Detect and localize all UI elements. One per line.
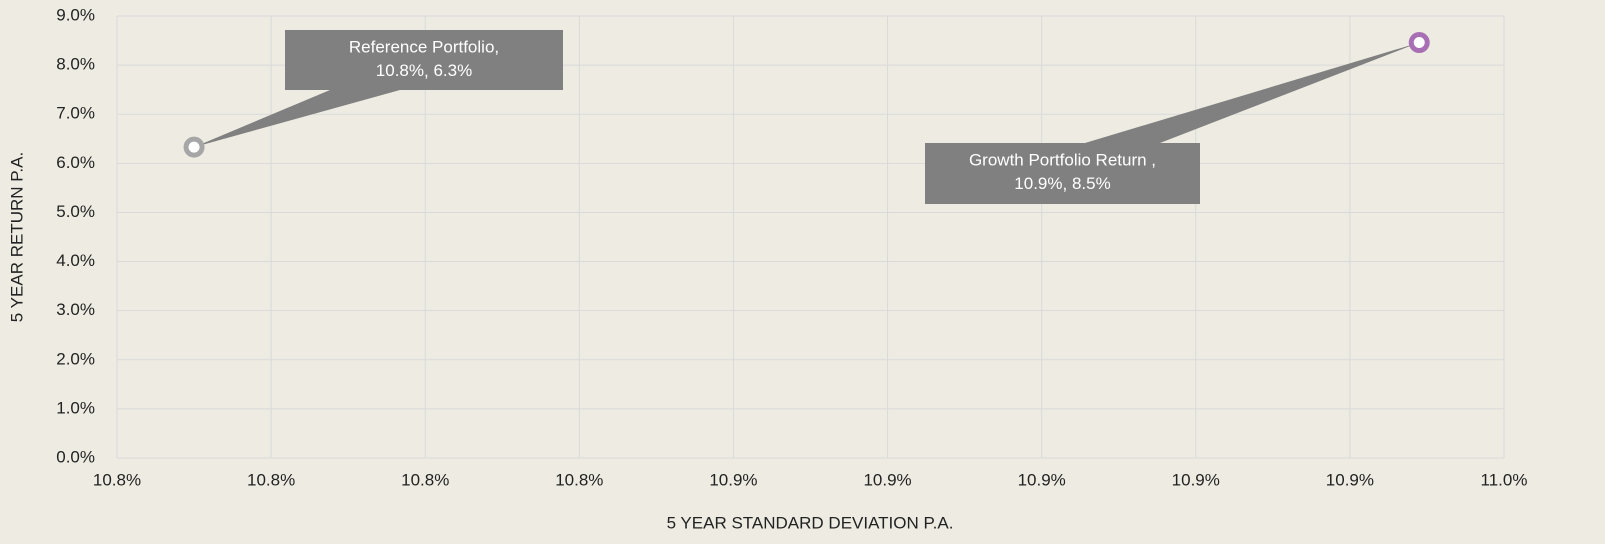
y-tick-label: 2.0% (56, 349, 95, 368)
callout-pointer (1085, 42, 1420, 143)
x-tick-label: 10.9% (1172, 470, 1220, 489)
point (1408, 32, 1430, 54)
data-label-y: 8.5% (1072, 174, 1111, 193)
x-tick-label: 10.9% (1326, 470, 1374, 489)
data-label-values: 10.8%, 6.3% (376, 61, 472, 80)
x-tick-label: 10.8% (555, 470, 603, 489)
x-tick-label: 10.8% (247, 470, 295, 489)
x-tick-label: 11.0% (1481, 470, 1528, 489)
y-tick-label: 6.0% (56, 153, 95, 172)
data-label-name: Reference Portfolio, (349, 37, 499, 56)
y-tick-label: 0.0% (56, 447, 95, 466)
x-tick-label: 10.8% (93, 470, 141, 489)
callout-pointer (194, 90, 400, 148)
y-tick-label: 5.0% (56, 202, 95, 221)
data-label-y: 6.3% (433, 61, 472, 80)
y-tick-label: 1.0% (56, 398, 95, 417)
y-tick-label: 3.0% (56, 300, 95, 319)
data-label-values: 10.9%, 8.5% (1014, 174, 1110, 193)
y-tick-label: 4.0% (56, 251, 95, 270)
y-tick-label: 8.0% (56, 55, 95, 74)
x-axis-title: 5 YEAR STANDARD DEVIATION P.A. (667, 513, 954, 532)
x-tick-label: 10.9% (709, 470, 757, 489)
data-label-x: 10.9% (1014, 174, 1062, 193)
y-tick-label: 7.0% (56, 104, 95, 123)
y-tick-label: 9.0% (56, 5, 95, 24)
x-tick-label: 10.9% (863, 470, 911, 489)
x-tick-label: 10.8% (401, 470, 449, 489)
data-label-x: 10.8% (376, 61, 424, 80)
point (183, 136, 205, 158)
callout-box (285, 30, 563, 90)
x-tick-label: 10.9% (1018, 470, 1066, 489)
y-axis-title: 5 YEAR RETURN P.A. (7, 152, 26, 322)
data-label-name: Growth Portfolio Return , (969, 150, 1156, 169)
callout-box (925, 143, 1200, 204)
